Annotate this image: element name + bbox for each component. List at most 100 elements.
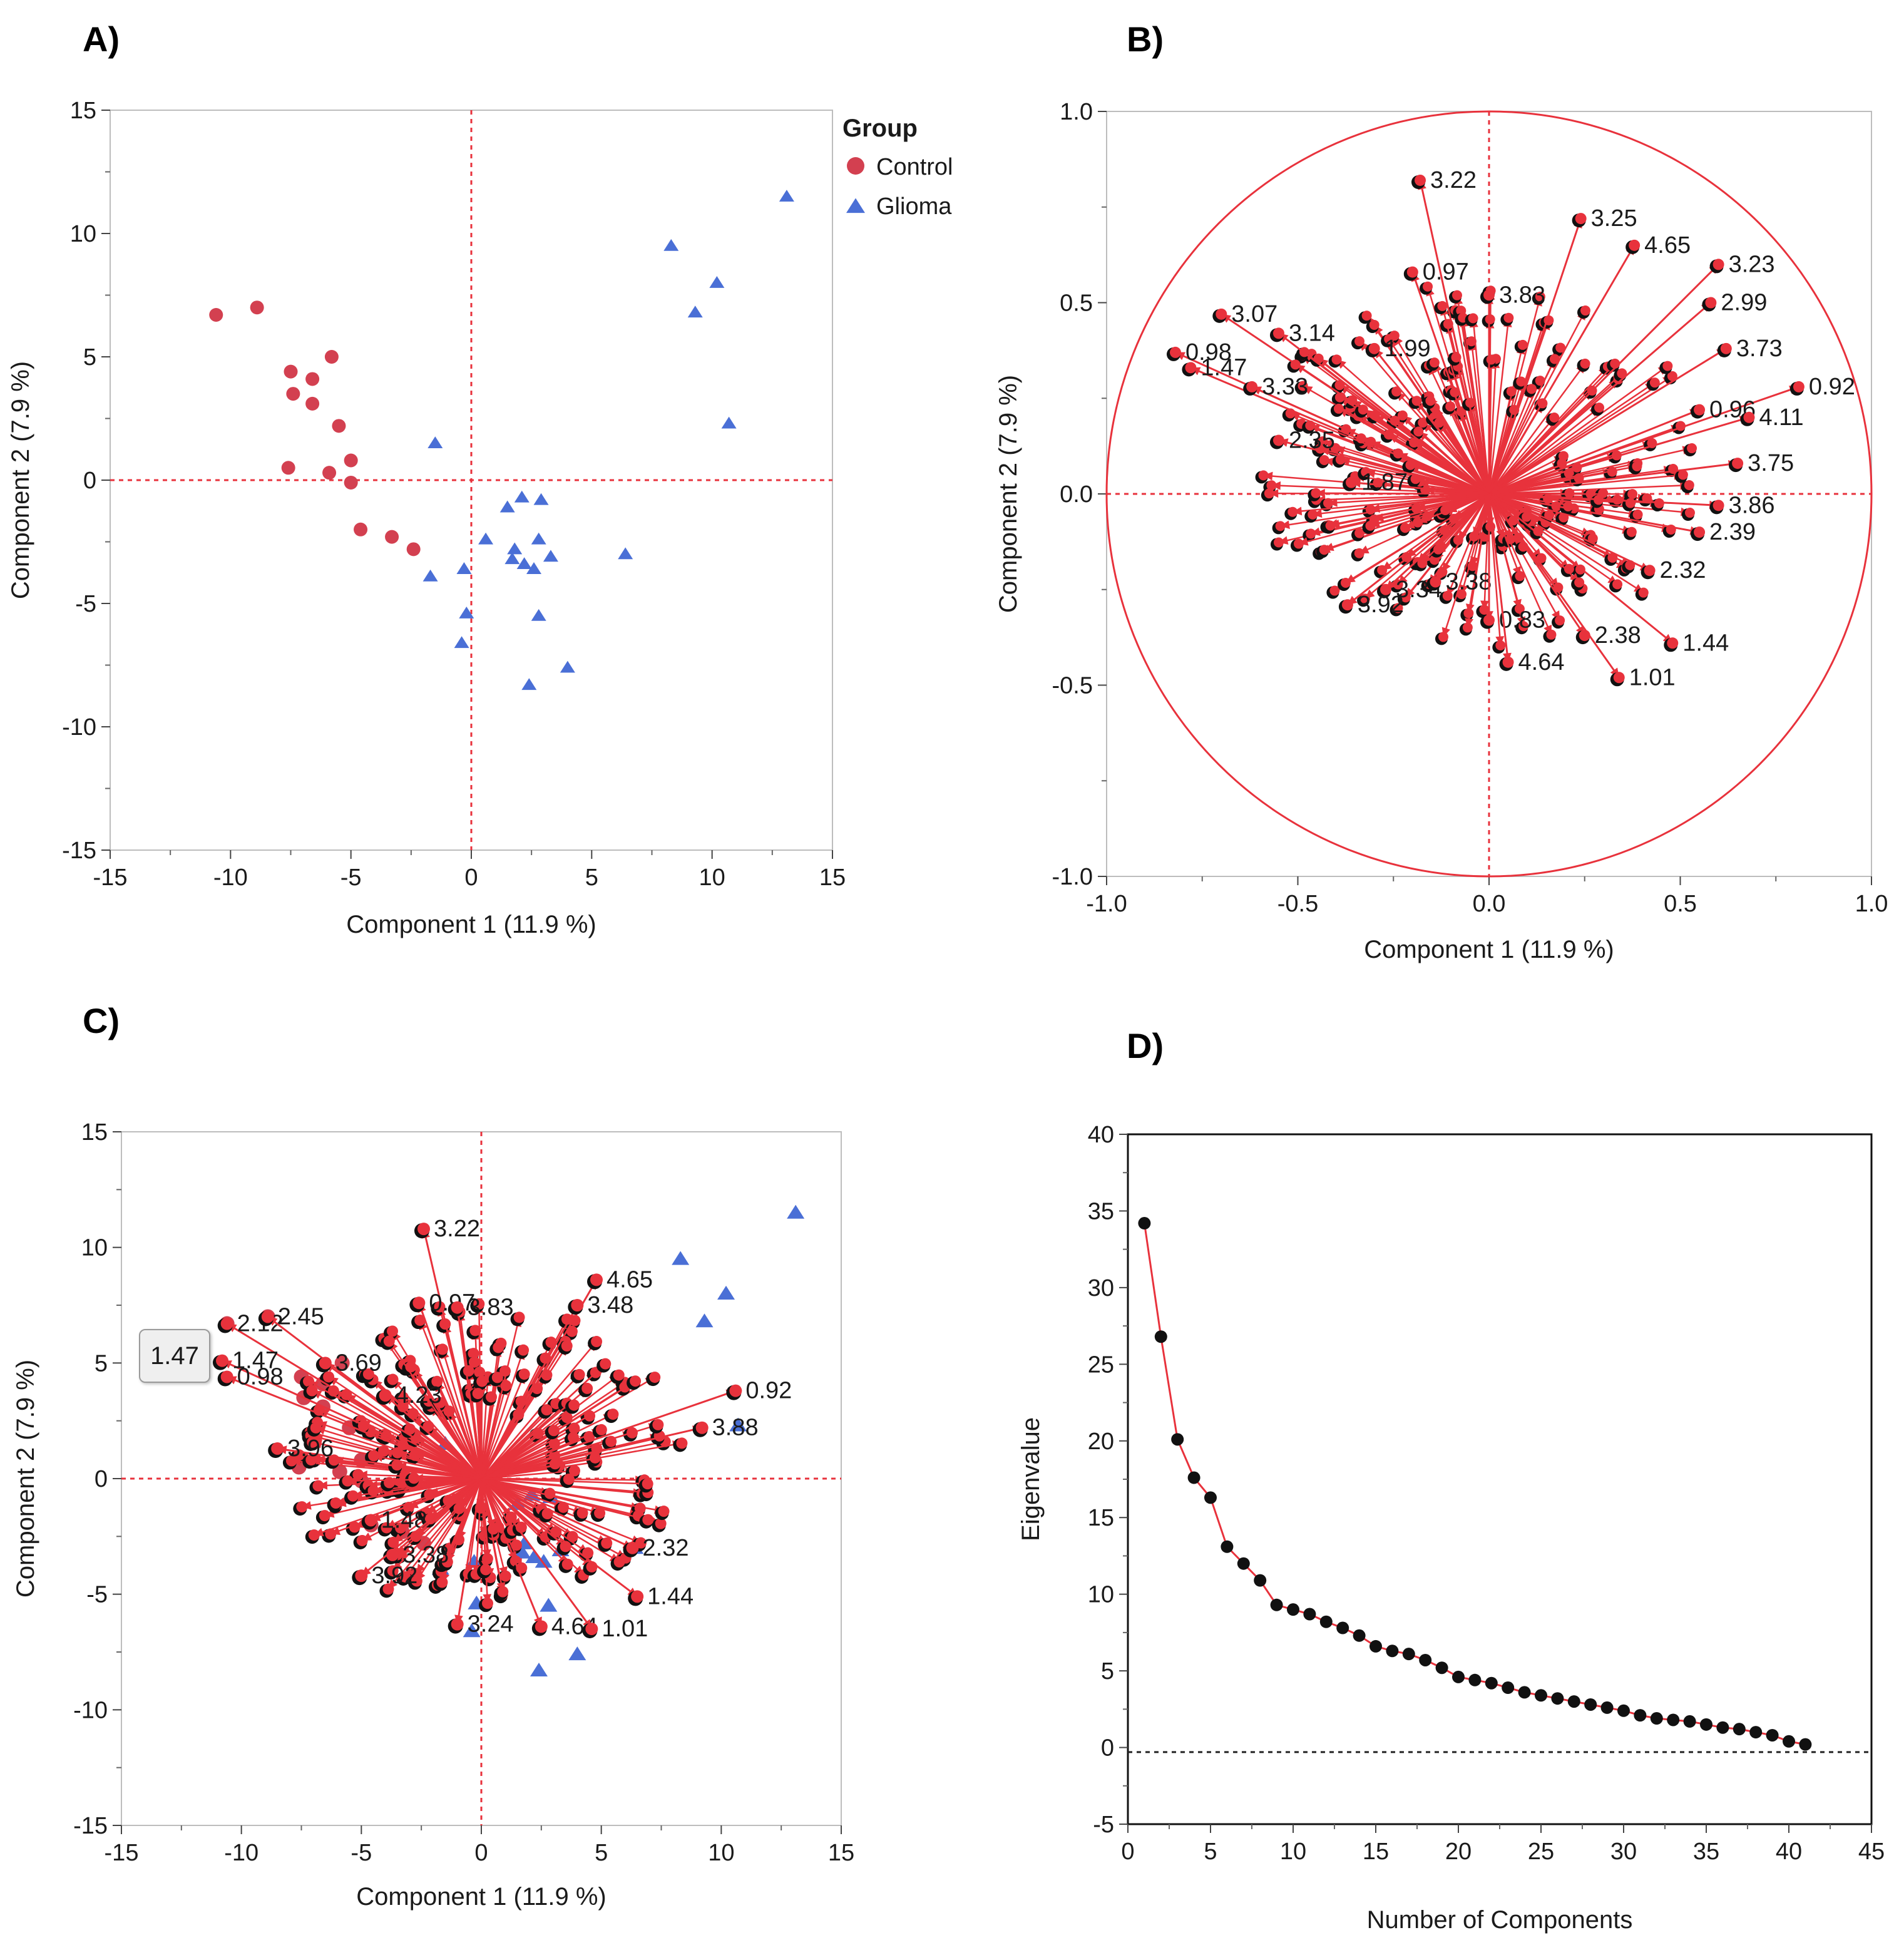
loading-dot-fill bbox=[1483, 289, 1495, 301]
loading-label: 3.38 bbox=[1445, 569, 1492, 595]
score-plot: -15 -10 -5 0 5 10 15 15 10 5 0 -5 -10 -15 Component 1 … bbox=[7, 98, 953, 938]
loading-arrow bbox=[481, 1477, 648, 1521]
loading-arrow bbox=[315, 1427, 482, 1480]
loading-arrow bbox=[1488, 388, 1533, 495]
y-tick-label: 5 bbox=[1101, 1658, 1114, 1685]
x-tick-label: 10 bbox=[699, 865, 725, 891]
loading-arrow-labeled bbox=[1251, 386, 1490, 495]
loading-dot-fill bbox=[1340, 577, 1351, 588]
y-axis-title: Component 2 (7.9 %) bbox=[995, 375, 1022, 613]
loading-dot-fill bbox=[1397, 410, 1408, 421]
loading-dot-fill bbox=[1466, 336, 1477, 347]
x-tick-label: -0.5 bbox=[1277, 891, 1318, 917]
loading-arrow-labeled bbox=[1419, 180, 1490, 495]
loading-arrow bbox=[373, 1455, 482, 1480]
loading-arrow-labeled bbox=[1411, 272, 1490, 495]
loading-arrow bbox=[314, 1477, 482, 1536]
loading-dot-fill bbox=[387, 1325, 399, 1337]
loading-dot-fill bbox=[676, 1437, 688, 1449]
loading-label: 3.48 bbox=[587, 1292, 633, 1318]
loading-dot-fill bbox=[1549, 354, 1560, 364]
loading-arrow-labeled bbox=[277, 1447, 482, 1480]
x-tick-label: -10 bbox=[224, 1840, 259, 1866]
loading-dot-fill bbox=[1272, 434, 1284, 446]
loading-dot-fill bbox=[1587, 533, 1598, 544]
loading-arrow bbox=[1467, 493, 1490, 628]
loading-dot-fill bbox=[658, 1506, 670, 1517]
loading-dot-fill bbox=[1580, 305, 1590, 316]
scree-point bbox=[1187, 1471, 1200, 1484]
loading-dot-fill bbox=[308, 1529, 320, 1541]
loading-dot-fill bbox=[1662, 361, 1673, 371]
y-tick-label: 25 bbox=[1088, 1352, 1114, 1378]
loading-label: 2.99 bbox=[1721, 290, 1767, 316]
loading-dot-fill bbox=[605, 1435, 617, 1447]
scree-point bbox=[1154, 1330, 1167, 1343]
scree-point bbox=[1650, 1712, 1663, 1725]
x-tick-label: 0.0 bbox=[1473, 891, 1506, 917]
panel-label-b: B) bbox=[1127, 19, 1164, 59]
y-tick-label: -5 bbox=[75, 591, 96, 617]
glioma-point bbox=[618, 547, 633, 560]
loading-arrow bbox=[480, 1317, 520, 1479]
loading-label: 0.92 bbox=[745, 1378, 792, 1404]
legend-control-label: Control bbox=[876, 154, 953, 180]
loading-arrow bbox=[1462, 317, 1490, 495]
glioma-point bbox=[540, 1598, 558, 1612]
loading-dot-fill bbox=[1649, 377, 1660, 388]
loading-dot-fill bbox=[1555, 342, 1566, 353]
control-point bbox=[281, 461, 295, 475]
loading-dot-fill bbox=[518, 1368, 530, 1380]
loading-dot-fill bbox=[1423, 281, 1433, 292]
loading-arrow bbox=[1324, 493, 1490, 551]
loading-label: 0.92 bbox=[1809, 374, 1855, 400]
loading-dot-fill bbox=[1720, 342, 1732, 354]
loading-arrow bbox=[352, 1477, 482, 1497]
loading-dot-fill bbox=[391, 1459, 403, 1471]
loading-dot-fill bbox=[540, 1352, 551, 1364]
loading-arrow bbox=[1293, 493, 1490, 513]
loading-dot-fill bbox=[1354, 548, 1364, 558]
control-point bbox=[209, 308, 223, 322]
loading-dot-fill bbox=[417, 1223, 430, 1236]
scree-point bbox=[1402, 1648, 1415, 1661]
legend-title: Group bbox=[842, 115, 918, 142]
loading-dot-fill bbox=[1612, 579, 1623, 590]
loading-label: 3.38 bbox=[402, 1542, 449, 1568]
loading-label: 1.44 bbox=[647, 1583, 694, 1609]
loading-dot-fill bbox=[1687, 443, 1697, 454]
loading-dot-fill bbox=[535, 1620, 548, 1633]
loading-arrow-labeled bbox=[1385, 493, 1490, 590]
loading-dot-fill bbox=[1463, 608, 1474, 618]
glioma-point bbox=[459, 606, 474, 618]
loading-arrow bbox=[480, 1478, 487, 1570]
loading-arrow-labeled bbox=[1488, 493, 1620, 679]
glioma-point bbox=[456, 562, 472, 574]
loading-dot-fill bbox=[472, 1388, 484, 1400]
loading-label: 3.07 bbox=[1231, 301, 1277, 327]
loading-dot-fill bbox=[1644, 565, 1656, 577]
scree-point bbox=[1254, 1574, 1267, 1587]
loading-dot-fill bbox=[626, 1541, 639, 1554]
loading-dot-fill bbox=[581, 1382, 593, 1394]
loading-dot-fill bbox=[1319, 545, 1329, 555]
loading-label: 3.73 bbox=[1736, 336, 1783, 362]
scree-point bbox=[1502, 1681, 1515, 1695]
loading-arrow-labeled bbox=[1488, 409, 1700, 495]
scree-point bbox=[1749, 1726, 1763, 1739]
loading-dot-fill bbox=[1413, 426, 1424, 437]
scree-point bbox=[1716, 1721, 1729, 1734]
loading-arrow bbox=[387, 1478, 482, 1590]
x-tick-label: 25 bbox=[1528, 1839, 1554, 1865]
glioma-point bbox=[535, 1554, 553, 1568]
y-tick-label: 10 bbox=[81, 1235, 108, 1261]
loading-dot-fill bbox=[569, 1465, 581, 1477]
scree-point bbox=[1138, 1217, 1151, 1230]
loading-label: 4.64 bbox=[1518, 649, 1565, 675]
scree-point bbox=[1221, 1540, 1234, 1553]
loading-dot-fill bbox=[216, 1354, 228, 1367]
loading-dot-fill bbox=[655, 1517, 667, 1529]
x-tick-label: 5 bbox=[1204, 1839, 1217, 1865]
loading-label: 3.25 bbox=[1591, 205, 1637, 232]
loading-dot-fill bbox=[480, 1564, 492, 1576]
